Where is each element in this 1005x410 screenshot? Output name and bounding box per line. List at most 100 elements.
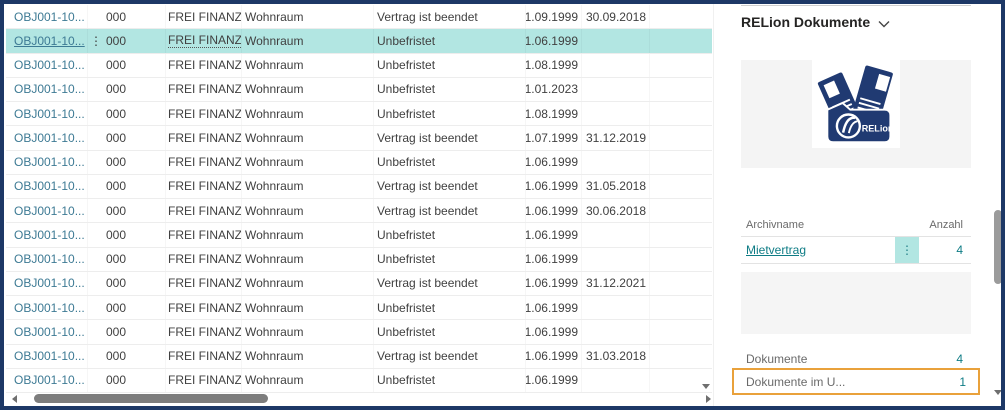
unit-cell[interactable]: 000 xyxy=(104,248,166,271)
usage-type-cell[interactable]: Wohnraum xyxy=(242,199,374,222)
usage-type-cell[interactable]: Wohnraum xyxy=(242,126,374,149)
table-row[interactable]: OBJ001-10... ⋮ 000 FREI FINANZI... Wohnr… xyxy=(6,5,712,30)
row-options-ellipsis-icon[interactable]: ⋮ xyxy=(90,33,102,48)
object-no-link[interactable]: OBJ001-10... xyxy=(14,9,85,24)
financing-cell[interactable]: FREI FINANZI... xyxy=(166,272,242,295)
end-date-cell[interactable]: 31.05.2018 xyxy=(582,175,650,198)
usage-type-cell[interactable]: Wohnraum xyxy=(242,29,374,52)
horizontal-scroll-thumb[interactable] xyxy=(34,394,268,403)
financing-cell[interactable]: FREI FINANZI... xyxy=(166,78,242,101)
object-no-link[interactable]: OBJ001-10... xyxy=(14,155,85,170)
financing-cell[interactable]: FREI FINANZI... xyxy=(166,345,242,368)
end-date-cell[interactable] xyxy=(582,29,650,52)
object-no-link[interactable]: OBJ001-10... xyxy=(14,203,85,218)
status-cell[interactable]: Unbefristet xyxy=(374,78,526,101)
start-date-cell[interactable]: 01.07.1999 xyxy=(526,126,582,149)
end-date-cell[interactable] xyxy=(582,223,650,246)
end-date-cell[interactable] xyxy=(582,369,650,392)
financing-cell[interactable]: FREI FINANZI... xyxy=(166,369,242,392)
usage-type-cell[interactable]: Wohnraum xyxy=(242,175,374,198)
usage-type-cell[interactable]: Wohnraum xyxy=(242,345,374,368)
object-no-link[interactable]: OBJ001-10... xyxy=(14,33,85,48)
table-row[interactable]: OBJ001-10... ⋮ 000 FREI FINANZI... Wohnr… xyxy=(6,223,712,248)
usage-type-cell[interactable]: Wohnraum xyxy=(242,54,374,77)
unit-cell[interactable]: 000 xyxy=(104,54,166,77)
object-no-link[interactable]: OBJ001-10... xyxy=(14,373,85,388)
table-row[interactable]: OBJ001-10... ⋮ 000 FREI FINANZI... Wohnr… xyxy=(6,53,712,78)
status-cell[interactable]: Vertrag ist beendet xyxy=(374,199,526,222)
end-date-cell[interactable]: 31.12.2021 xyxy=(582,272,650,295)
usage-type-cell[interactable]: Wohnraum xyxy=(242,151,374,174)
status-cell[interactable]: Vertrag ist beendet xyxy=(374,345,526,368)
start-date-cell[interactable]: 01.06.1999 xyxy=(526,151,582,174)
dokumente-count-link[interactable]: 4 xyxy=(956,352,963,366)
end-date-cell[interactable]: 30.06.2018 xyxy=(582,199,650,222)
dokumente-im-umlauf-cue-highlighted[interactable]: Dokumente im U... 1 xyxy=(732,368,980,395)
unit-cell[interactable]: 000 xyxy=(104,29,166,52)
factbox-scroll-thumb[interactable] xyxy=(994,210,1001,284)
start-date-cell[interactable]: 01.06.1999 xyxy=(526,29,582,52)
usage-type-cell[interactable]: Wohnraum xyxy=(242,78,374,101)
end-date-cell[interactable] xyxy=(582,151,650,174)
status-cell[interactable]: Unbefristet xyxy=(374,54,526,77)
table-row[interactable]: OBJ001-10... ⋮ 000 FREI FINANZI... Wohnr… xyxy=(6,77,712,102)
table-row[interactable]: OBJ001-10... ⋮ 000 FREI FINANZI... Wohnr… xyxy=(6,320,712,345)
status-cell[interactable]: Unbefristet xyxy=(374,29,526,52)
unit-cell[interactable]: 000 xyxy=(104,199,166,222)
archive-row-options-ellipsis-icon[interactable]: ⋮ xyxy=(895,237,919,263)
end-date-cell[interactable] xyxy=(582,54,650,77)
status-cell[interactable]: Vertrag ist beendet xyxy=(374,175,526,198)
end-date-cell[interactable] xyxy=(582,320,650,343)
start-date-cell[interactable]: 01.06.1999 xyxy=(526,248,582,271)
unit-cell[interactable]: 000 xyxy=(104,175,166,198)
horizontal-scroll-track[interactable] xyxy=(22,394,701,403)
dokumente-cue[interactable]: Dokumente 4 xyxy=(741,348,971,370)
start-date-cell[interactable]: 01.06.1999 xyxy=(526,345,582,368)
start-date-cell[interactable]: 01.01.2023 xyxy=(526,78,582,101)
usage-type-cell[interactable]: Wohnraum xyxy=(242,223,374,246)
end-date-cell[interactable]: 31.12.2019 xyxy=(582,126,650,149)
end-date-cell[interactable]: 30.09.2018 xyxy=(582,5,650,28)
unit-cell[interactable]: 000 xyxy=(104,320,166,343)
unit-cell[interactable]: 000 xyxy=(104,126,166,149)
status-cell[interactable]: Unbefristet xyxy=(374,248,526,271)
status-cell[interactable]: Unbefristet xyxy=(374,296,526,319)
unit-cell[interactable]: 000 xyxy=(104,296,166,319)
financing-cell[interactable]: FREI FINANZI... xyxy=(166,248,242,271)
unit-cell[interactable]: 000 xyxy=(104,223,166,246)
usage-type-cell[interactable]: Wohnraum xyxy=(242,5,374,28)
financing-cell[interactable]: FREI FINANZI... xyxy=(166,126,242,149)
status-cell[interactable]: Unbefristet xyxy=(374,320,526,343)
table-row[interactable]: OBJ001-10... ⋮ 000 FREI FINANZI... Wohnr… xyxy=(6,29,712,54)
start-date-cell[interactable]: 01.08.1999 xyxy=(526,54,582,77)
chevron-down-icon[interactable] xyxy=(878,20,890,28)
start-date-cell[interactable]: 01.06.1999 xyxy=(526,199,582,222)
financing-cell[interactable]: FREI FINANZI... xyxy=(166,199,242,222)
financing-cell[interactable]: FREI FINANZI... xyxy=(166,5,242,28)
table-row[interactable]: OBJ001-10... ⋮ 000 FREI FINANZI... Wohnr… xyxy=(6,368,712,393)
unit-cell[interactable]: 000 xyxy=(104,78,166,101)
financing-cell[interactable]: FREI FINANZI... xyxy=(166,223,242,246)
usage-type-cell[interactable]: Wohnraum xyxy=(242,272,374,295)
financing-cell[interactable]: FREI FINANZI... xyxy=(166,175,242,198)
object-no-link[interactable]: OBJ001-10... xyxy=(14,58,85,73)
usage-type-cell[interactable]: Wohnraum xyxy=(242,248,374,271)
object-no-link[interactable]: OBJ001-10... xyxy=(14,300,85,315)
archive-table-row[interactable]: Mietvertrag ⋮ 4 xyxy=(741,237,971,264)
archive-count-link[interactable]: 4 xyxy=(956,243,963,257)
table-row[interactable]: OBJ001-10... ⋮ 000 FREI FINANZI... Wohnr… xyxy=(6,247,712,272)
table-row[interactable]: OBJ001-10... ⋮ 000 FREI FINANZI... Wohnr… xyxy=(6,344,712,369)
object-no-link[interactable]: OBJ001-10... xyxy=(14,349,85,364)
financing-cell[interactable]: FREI FINANZI... xyxy=(166,54,242,77)
usage-type-cell[interactable]: Wohnraum xyxy=(242,296,374,319)
factbox-scroll-down-arrow-icon[interactable] xyxy=(994,382,1001,400)
financing-cell[interactable]: FREI FINANZI... xyxy=(166,320,242,343)
start-date-cell[interactable]: 01.09.1999 xyxy=(526,5,582,28)
table-row[interactable]: OBJ001-10... ⋮ 000 FREI FINANZI... Wohnr… xyxy=(6,296,712,321)
end-date-cell[interactable]: 31.03.2018 xyxy=(582,345,650,368)
unit-cell[interactable]: 000 xyxy=(104,5,166,28)
financing-cell[interactable]: FREI FINANZI... xyxy=(166,151,242,174)
status-cell[interactable]: Unbefristet xyxy=(374,369,526,392)
dokumente-im-u-count-link[interactable]: 1 xyxy=(959,374,966,389)
table-row[interactable]: OBJ001-10... ⋮ 000 FREI FINANZI... Wohnr… xyxy=(6,102,712,127)
